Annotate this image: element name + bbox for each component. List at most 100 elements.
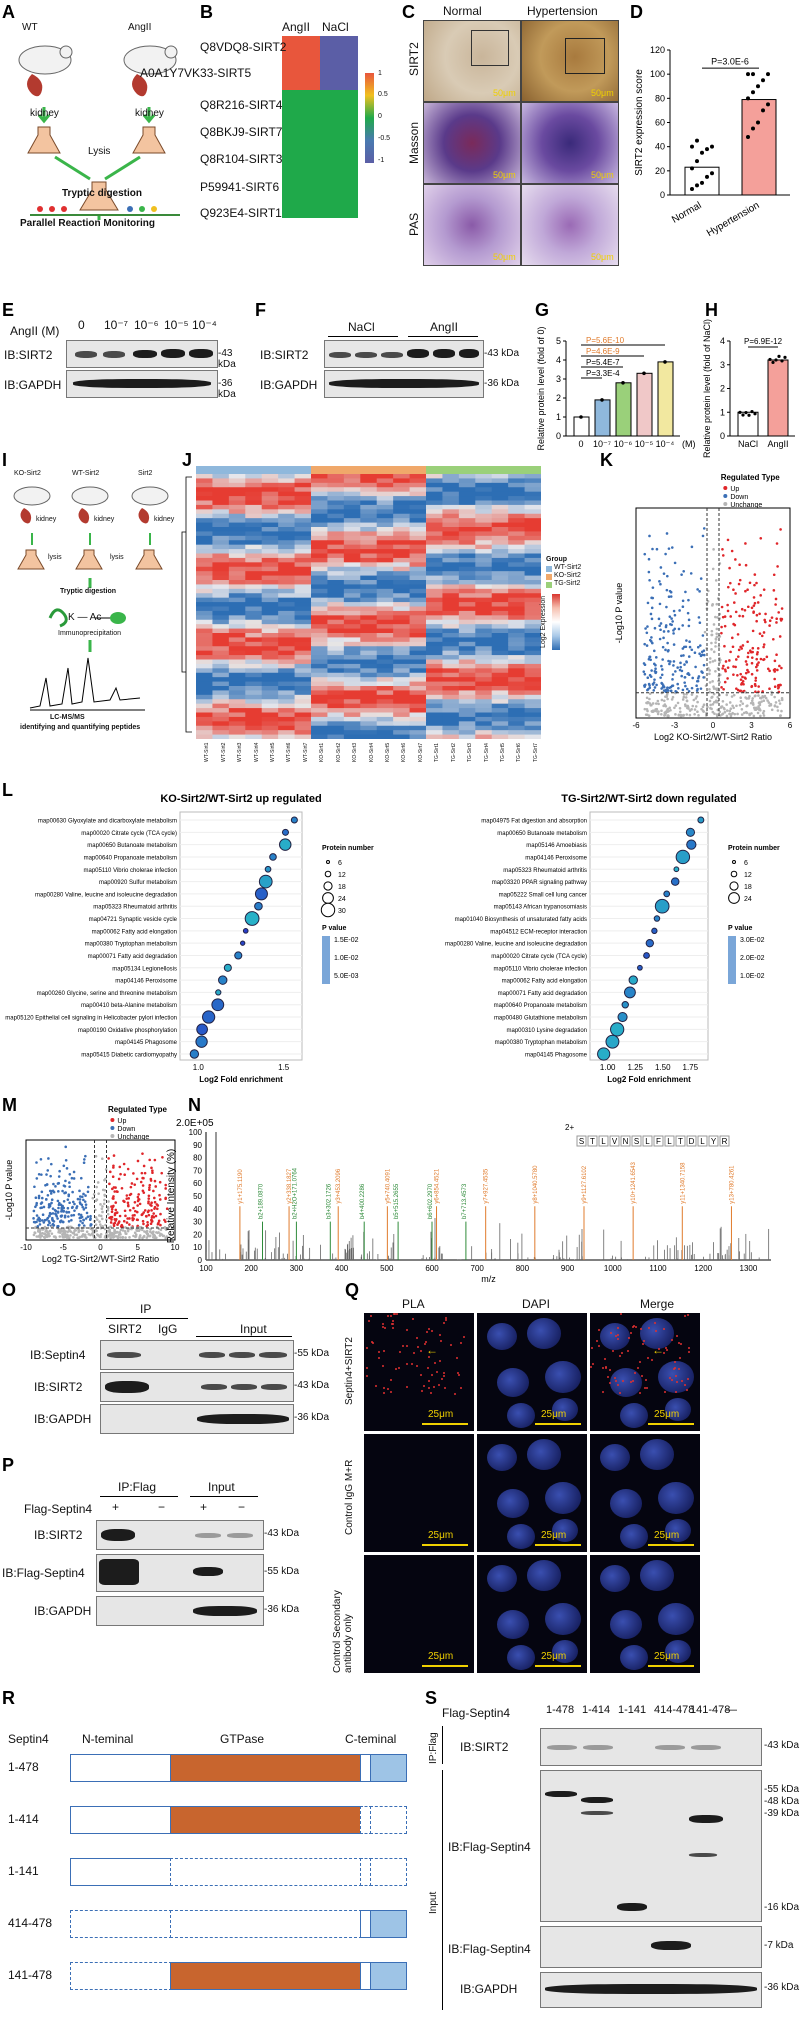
i-kac: K — Ac bbox=[68, 612, 102, 623]
h-bar-angii bbox=[767, 359, 789, 437]
j-heat-cell bbox=[409, 663, 427, 669]
j-heat-cell bbox=[196, 633, 213, 638]
k-point bbox=[723, 644, 726, 648]
k-point bbox=[726, 609, 730, 613]
m-point bbox=[61, 1236, 65, 1239]
k-point bbox=[754, 708, 758, 712]
j-heat-cell bbox=[508, 478, 526, 484]
k-point bbox=[684, 684, 687, 688]
j-heat-cell bbox=[343, 663, 361, 669]
m-point bbox=[136, 1218, 140, 1222]
j-heat-cell bbox=[327, 668, 345, 674]
l1-term: map04146 Peroxisome bbox=[115, 979, 177, 985]
m-point bbox=[147, 1213, 151, 1217]
m-point bbox=[109, 1236, 113, 1239]
pla-dot bbox=[647, 1356, 650, 1359]
k-point bbox=[722, 664, 725, 668]
j-heat-cell bbox=[508, 686, 526, 691]
j-heat-cell bbox=[311, 571, 328, 577]
s-band bbox=[583, 1745, 613, 1750]
j-heat-cell bbox=[311, 500, 328, 506]
j-heat-cell bbox=[376, 584, 394, 590]
q-col-merge: Merge bbox=[640, 1297, 675, 1311]
k-point bbox=[736, 712, 739, 716]
j-heat-cell bbox=[508, 474, 526, 479]
l1-size-key bbox=[324, 870, 332, 878]
j-heat-cell bbox=[524, 474, 541, 479]
k-point bbox=[696, 588, 699, 591]
k-point bbox=[746, 651, 750, 655]
j-heat-cell bbox=[196, 650, 213, 656]
j-heat-cell bbox=[442, 513, 460, 519]
j-heat-cell bbox=[278, 650, 296, 656]
m-point bbox=[70, 1206, 74, 1210]
m-point bbox=[77, 1223, 81, 1227]
j-heat-cell bbox=[508, 659, 526, 665]
k-point bbox=[651, 709, 655, 713]
l2-bubble bbox=[645, 938, 654, 948]
j-heat-cell bbox=[228, 646, 246, 652]
j-heat-cell bbox=[491, 491, 509, 497]
m-point bbox=[99, 1214, 103, 1218]
m-point bbox=[51, 1222, 55, 1226]
j-heat-cell bbox=[261, 584, 279, 590]
panel-r-domains: Septin4 N-teminal GTPase C-teminal 1-478… bbox=[0, 1710, 420, 2010]
r-domain-block bbox=[370, 1754, 407, 1782]
inset-box-hyper bbox=[565, 38, 605, 74]
j-heat-cell bbox=[245, 602, 263, 607]
j-heat-cell bbox=[458, 544, 476, 550]
k-point bbox=[662, 630, 666, 633]
n-seq-letter: L bbox=[667, 1137, 672, 1146]
j-heat-cell bbox=[278, 513, 296, 519]
j-heat-cell bbox=[426, 487, 443, 493]
l2-bubble bbox=[673, 866, 680, 873]
k-point bbox=[715, 627, 719, 631]
g-point bbox=[600, 398, 604, 402]
k-xtick: 3 bbox=[749, 721, 754, 730]
j-heat-cell bbox=[212, 619, 230, 625]
k-point bbox=[658, 580, 661, 583]
j-heat-cell bbox=[261, 668, 279, 674]
j-heat-cell bbox=[376, 500, 394, 506]
l2-term: map05110 Vibrio cholerae infection bbox=[493, 966, 587, 972]
s-row-sirt2: IB:SIRT2 bbox=[460, 1740, 509, 1754]
j-heat-cell bbox=[475, 584, 493, 590]
j-heat-cell bbox=[278, 518, 296, 524]
l1-bubble bbox=[264, 865, 272, 873]
j-heat-cell bbox=[245, 491, 263, 497]
m-point bbox=[41, 1231, 44, 1235]
j-heat-cell bbox=[426, 513, 443, 519]
j-heat-cell bbox=[360, 681, 378, 687]
j-heat-cell bbox=[327, 716, 345, 722]
nucleus bbox=[610, 1610, 642, 1639]
j-heat-cell bbox=[311, 522, 328, 528]
k-point bbox=[745, 711, 749, 715]
j-heat-cell bbox=[376, 721, 394, 727]
j-heat-cell bbox=[196, 686, 213, 691]
j-heat-cell bbox=[360, 575, 378, 581]
j-heat-cell bbox=[360, 712, 378, 718]
m-point bbox=[115, 1211, 119, 1214]
j-heat-cell bbox=[278, 686, 296, 691]
j-heat-cell bbox=[475, 641, 493, 647]
j-heat-cell bbox=[524, 482, 541, 488]
k-point bbox=[687, 598, 690, 602]
nucleus bbox=[658, 1361, 694, 1394]
g-ytick-label: 2 bbox=[556, 393, 561, 403]
j-heat-cell bbox=[196, 677, 213, 683]
pla-dot bbox=[443, 1372, 446, 1375]
j-heat-cell bbox=[311, 681, 328, 687]
q-scale-bar bbox=[422, 1544, 468, 1546]
m-point bbox=[94, 1216, 98, 1219]
j-heat-cell bbox=[261, 628, 279, 634]
j-heat-cell bbox=[508, 730, 526, 736]
l2-bubble bbox=[628, 975, 638, 985]
k-point bbox=[674, 704, 678, 707]
d-point-normal bbox=[690, 186, 694, 191]
m-point bbox=[51, 1207, 55, 1210]
d-point-hyper bbox=[756, 120, 760, 125]
k-point bbox=[702, 527, 706, 530]
l1-size-key bbox=[323, 881, 333, 891]
j-heat-cell bbox=[393, 487, 411, 493]
